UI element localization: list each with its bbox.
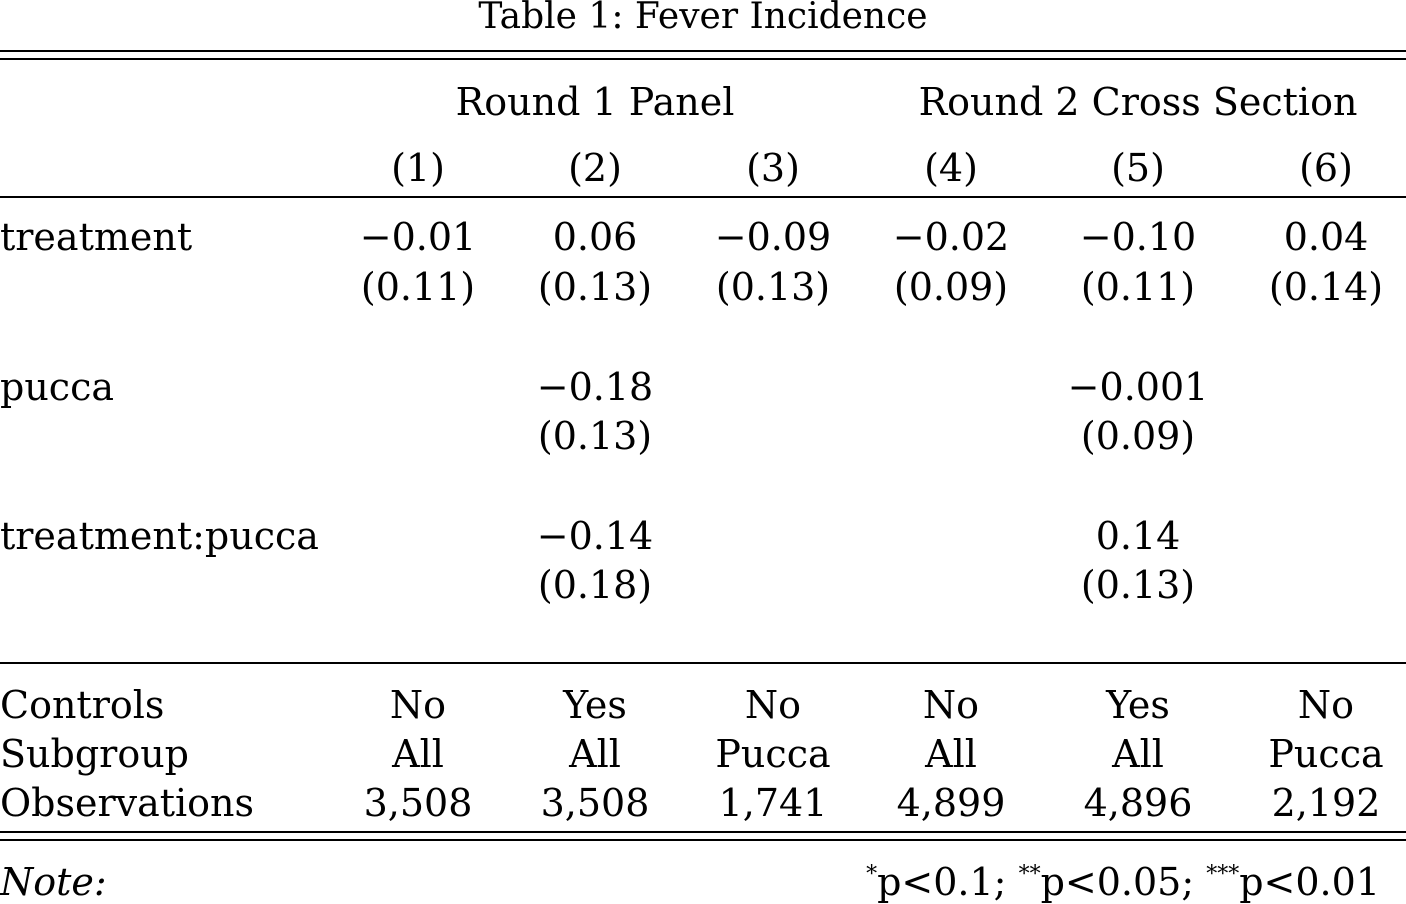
se-cell: (0.13) bbox=[1080, 563, 1196, 607]
column-number-5: (5) bbox=[1111, 146, 1165, 190]
coef-cell: −0.18 bbox=[536, 365, 654, 409]
top-rule bbox=[0, 50, 1406, 52]
note-label: Note: bbox=[0, 860, 107, 904]
row-label-controls: Controls bbox=[0, 683, 165, 727]
stat-cell: Pucca bbox=[715, 732, 831, 776]
sig-text-3: p<0.01 bbox=[1239, 860, 1380, 904]
coef-cell: −0.02 bbox=[892, 215, 1010, 259]
se-cell: (0.09) bbox=[893, 265, 1009, 309]
column-number-3: (3) bbox=[746, 146, 800, 190]
coef-cell: 0.04 bbox=[1283, 215, 1369, 259]
se-cell: (0.11) bbox=[1080, 265, 1196, 309]
se-cell: (0.13) bbox=[537, 414, 653, 458]
stat-cell: All bbox=[569, 732, 621, 776]
significance-note: *p<0.1; **p<0.05; ***p<0.01 bbox=[866, 860, 1380, 904]
group-header-round2: Round 2 Cross Section bbox=[918, 80, 1358, 124]
stat-cell: No bbox=[922, 683, 980, 727]
coef-cell: 0.14 bbox=[1095, 514, 1181, 558]
body-rule bbox=[0, 662, 1406, 664]
bottom-rule-2 bbox=[0, 839, 1406, 841]
row-label-subgroup: Subgroup bbox=[0, 732, 189, 776]
stat-cell: 3,508 bbox=[363, 781, 473, 825]
stat-cell: All bbox=[1112, 732, 1164, 776]
sig-text-2: p<0.05; bbox=[1040, 860, 1207, 904]
stat-cell: Yes bbox=[1106, 683, 1170, 727]
column-number-2: (2) bbox=[568, 146, 622, 190]
se-cell: (0.09) bbox=[1080, 414, 1196, 458]
coef-cell: −0.01 bbox=[359, 215, 477, 259]
bottom-rule bbox=[0, 831, 1406, 833]
table-caption: Table 1: Fever Incidence bbox=[478, 0, 928, 37]
coef-cell: −0.09 bbox=[714, 215, 832, 259]
header-rule bbox=[0, 196, 1406, 198]
coef-cell: −0.10 bbox=[1079, 215, 1197, 259]
row-label-treatment-pucca: treatment:pucca bbox=[0, 514, 319, 558]
stat-cell: Pucca bbox=[1268, 732, 1384, 776]
sig-star-1: * bbox=[866, 862, 878, 887]
se-cell: (0.18) bbox=[537, 563, 653, 607]
group-header-round1: Round 1 Panel bbox=[455, 80, 735, 124]
coef-cell: −0.14 bbox=[536, 514, 654, 558]
row-label-pucca: pucca bbox=[0, 365, 115, 409]
coef-cell: −0.001 bbox=[1067, 365, 1209, 409]
column-number-4: (4) bbox=[924, 146, 978, 190]
stat-cell: 4,896 bbox=[1083, 781, 1193, 825]
se-cell: (0.14) bbox=[1268, 265, 1384, 309]
stat-cell: All bbox=[392, 732, 444, 776]
sig-star-3: *** bbox=[1206, 862, 1240, 887]
column-number-6: (6) bbox=[1299, 146, 1353, 190]
se-cell: (0.13) bbox=[715, 265, 831, 309]
row-label-observations: Observations bbox=[0, 781, 255, 825]
stat-cell: 1,741 bbox=[718, 781, 828, 825]
stat-cell: No bbox=[744, 683, 802, 727]
stat-cell: 2,192 bbox=[1271, 781, 1381, 825]
sig-star-2: ** bbox=[1018, 862, 1041, 887]
top-rule-2 bbox=[0, 58, 1406, 60]
stat-cell: Yes bbox=[563, 683, 627, 727]
column-number-1: (1) bbox=[391, 146, 445, 190]
stat-cell: No bbox=[389, 683, 447, 727]
se-cell: (0.11) bbox=[360, 265, 476, 309]
coef-cell: 0.06 bbox=[552, 215, 638, 259]
stat-cell: All bbox=[925, 732, 977, 776]
sig-text-1: p<0.1; bbox=[877, 860, 1019, 904]
stat-cell: 4,899 bbox=[896, 781, 1006, 825]
stat-cell: No bbox=[1297, 683, 1355, 727]
stat-cell: 3,508 bbox=[540, 781, 650, 825]
row-label-treatment: treatment bbox=[0, 215, 193, 259]
se-cell: (0.13) bbox=[537, 265, 653, 309]
